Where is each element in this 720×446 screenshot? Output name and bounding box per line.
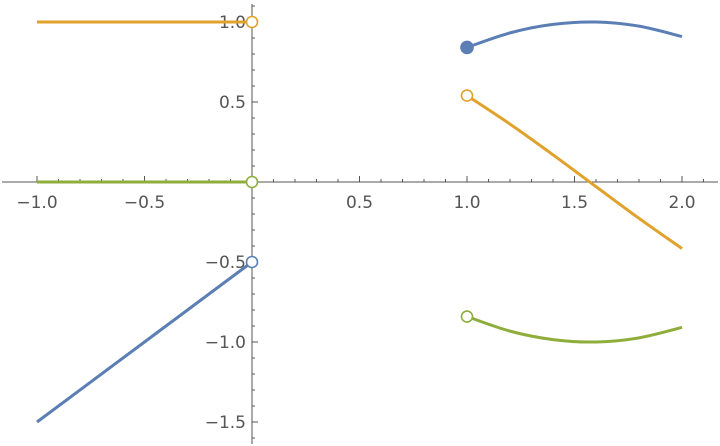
- open-endpoint-marker: [245, 175, 259, 189]
- y-tick-label: 0.5: [219, 93, 246, 113]
- open-endpoint-marker: [460, 310, 474, 323]
- tick-labels: −1.0 −0.5 0.5 1.0 1.5 2.01.00.5−0.5−1.0−1.5: [16, 13, 695, 433]
- x-tick-label: 2.0: [668, 193, 695, 213]
- series-orange: [37, 15, 683, 250]
- series-blue: [36, 20, 683, 424]
- open-endpoint-marker: [245, 255, 259, 269]
- x-tick-label: 1.0: [453, 193, 480, 213]
- ticks: [36, 5, 704, 439]
- plot-area: [36, 15, 683, 424]
- y-tick-label: −0.5: [205, 253, 246, 273]
- filled-endpoint-marker: [460, 40, 474, 55]
- y-tick-label: −1.0: [205, 333, 246, 353]
- x-tick-label: −1.0: [16, 193, 57, 213]
- series-blue-segment: [36, 260, 253, 424]
- series-blue-segment: [466, 20, 683, 49]
- x-tick-label: 0.5: [346, 193, 373, 213]
- y-tick-label: −1.5: [205, 413, 246, 433]
- open-endpoint-marker: [245, 15, 259, 29]
- series-green: [37, 175, 683, 344]
- x-tick-label: −0.5: [124, 193, 165, 213]
- axes: −1.0 −0.5 0.5 1.0 1.5 2.01.00.5−0.5−1.0−1.5: [2, 4, 718, 444]
- series-orange-segment: [466, 94, 683, 250]
- x-tick-label: 1.5: [561, 193, 588, 213]
- open-endpoint-marker: [460, 89, 474, 102]
- series-green-segment: [466, 315, 683, 344]
